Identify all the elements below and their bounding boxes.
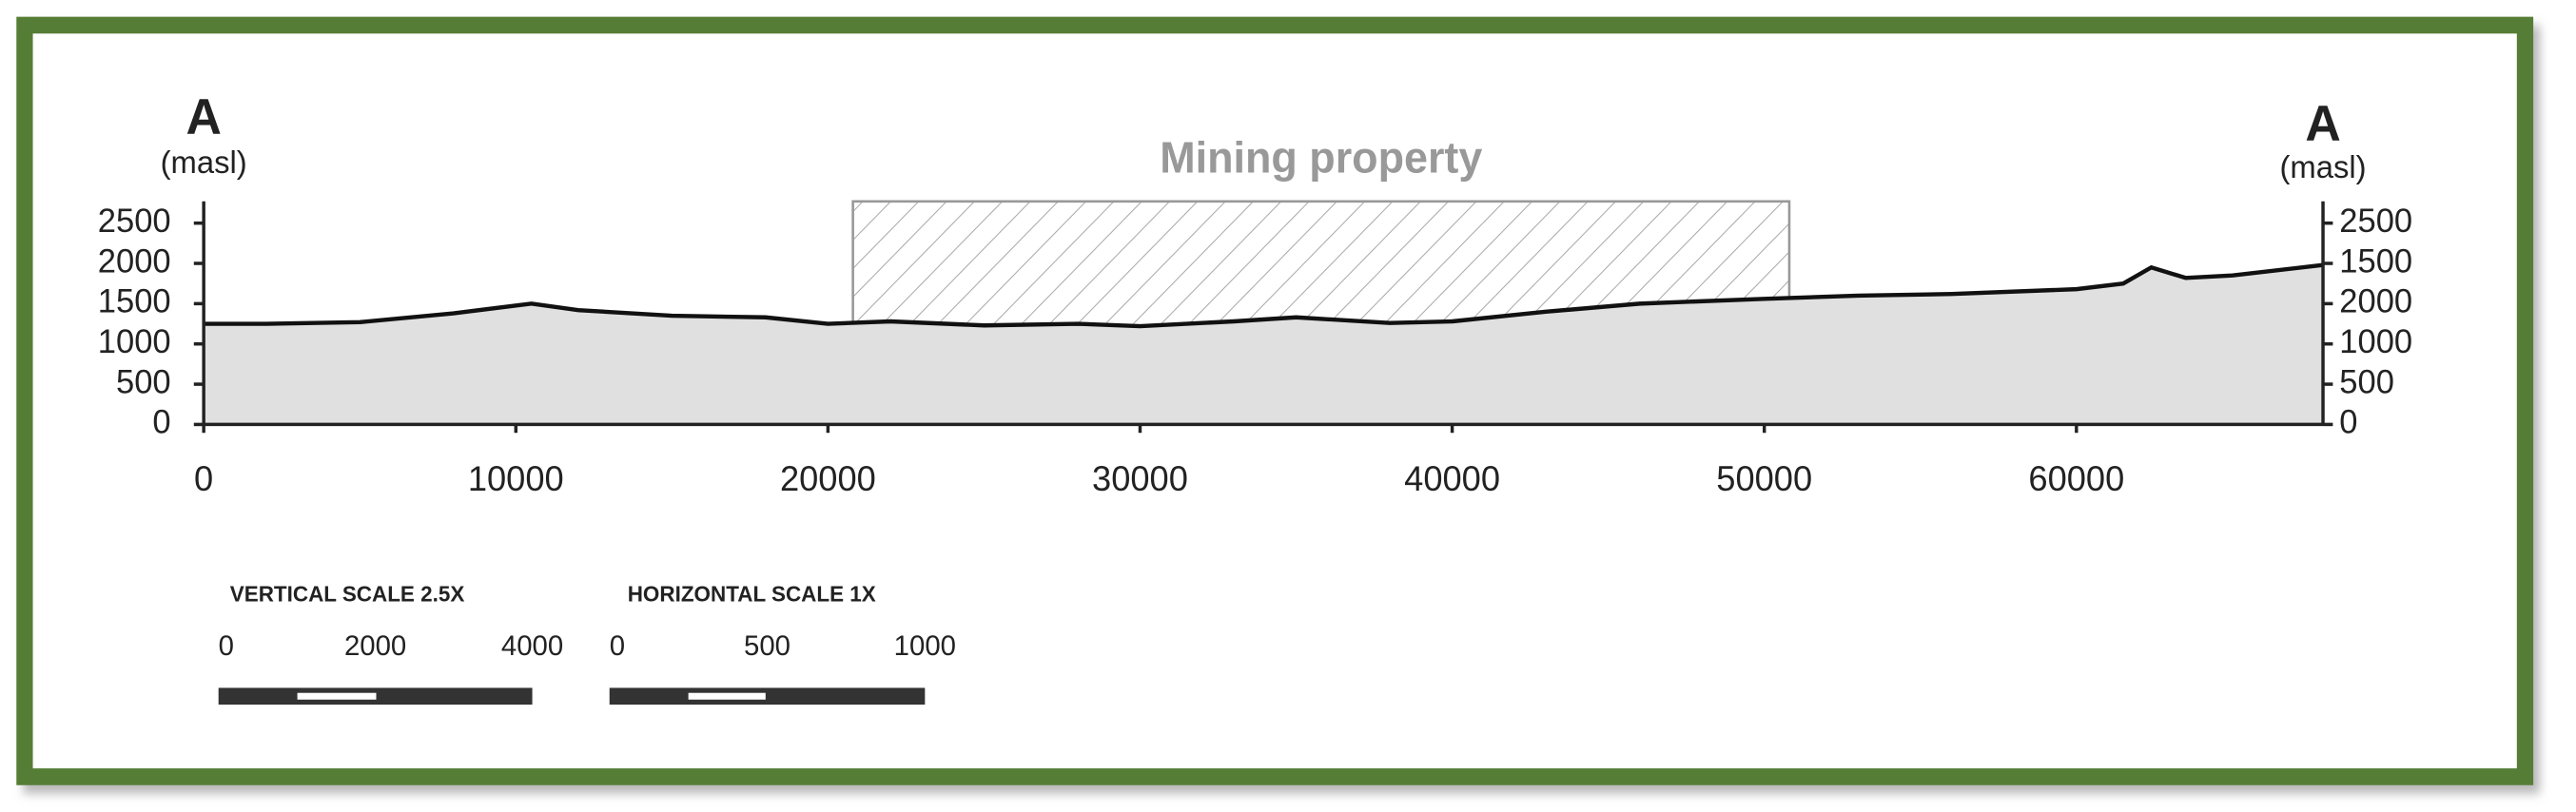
- y-tick-label: 1500: [98, 282, 171, 319]
- scale-label: 1000: [894, 630, 956, 662]
- x-tick-label: 20000: [780, 459, 876, 498]
- profile-line: [204, 262, 2324, 329]
- scale-bar: [609, 687, 926, 706]
- scale-label: 0: [219, 630, 234, 662]
- scale-label: 0: [610, 630, 625, 662]
- y2-tick-label: 500: [2339, 363, 2394, 400]
- scale-title: HORIZONTAL SCALE 1X: [628, 581, 876, 606]
- scale-bar-gap: [688, 692, 766, 700]
- annotation: Mining property: [1160, 133, 1482, 183]
- x-tick-label: 50000: [1716, 459, 1812, 498]
- scale-bar-gap: [297, 692, 377, 700]
- y2-tick-label: 0: [2339, 403, 2357, 440]
- x-tick-label: 40000: [1404, 459, 1500, 498]
- scale-label: 500: [744, 630, 790, 662]
- y-tick-label: 0: [152, 403, 170, 440]
- scale-title: VERTICAL SCALE 2.5X: [230, 581, 465, 606]
- y-label: A: [185, 90, 221, 146]
- y2-tick-label: 2500: [2339, 203, 2412, 240]
- x-tick-label: 60000: [2028, 459, 2124, 498]
- y2-tick-label: 2000: [2339, 282, 2412, 319]
- scale-label: 2000: [344, 630, 406, 662]
- scale-label: 4000: [501, 630, 563, 662]
- y2-tick-label: 1000: [2339, 323, 2412, 360]
- y-tick-label: 500: [116, 363, 171, 400]
- x-tick-label: 10000: [468, 459, 564, 498]
- y2-unit: (masl): [2279, 150, 2366, 185]
- x-tick-label: 0: [194, 459, 213, 498]
- x-tick-label: 30000: [1092, 459, 1188, 498]
- y-tick-label: 2000: [98, 242, 171, 280]
- y-tick-label: 2500: [98, 203, 171, 240]
- y-tick-label: 1000: [98, 323, 171, 360]
- y2-tick-label: 1500: [2339, 242, 2412, 280]
- y-unit: (masl): [161, 145, 247, 180]
- y2-label: A: [2305, 97, 2340, 153]
- area: [204, 264, 2324, 425]
